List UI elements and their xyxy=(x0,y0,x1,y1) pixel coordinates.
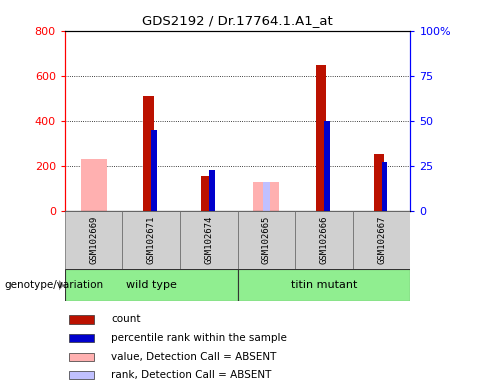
Bar xyxy=(122,211,180,269)
Text: GSM102667: GSM102667 xyxy=(377,216,386,264)
Text: GSM102669: GSM102669 xyxy=(89,216,98,264)
Polygon shape xyxy=(59,280,64,291)
Text: value, Detection Call = ABSENT: value, Detection Call = ABSENT xyxy=(111,352,277,362)
Bar xyxy=(316,65,326,211)
Bar xyxy=(238,211,295,269)
Text: genotype/variation: genotype/variation xyxy=(5,280,104,290)
Bar xyxy=(69,334,95,342)
Bar xyxy=(253,182,279,211)
Bar xyxy=(81,159,107,211)
Bar xyxy=(263,182,270,211)
Bar xyxy=(69,371,95,379)
Bar xyxy=(65,211,122,269)
Bar xyxy=(65,269,238,301)
Text: count: count xyxy=(111,314,141,324)
Title: GDS2192 / Dr.17764.1.A1_at: GDS2192 / Dr.17764.1.A1_at xyxy=(142,14,333,27)
Text: GSM102674: GSM102674 xyxy=(204,216,213,264)
Bar xyxy=(69,353,95,361)
Bar xyxy=(238,269,410,301)
Text: rank, Detection Call = ABSENT: rank, Detection Call = ABSENT xyxy=(111,370,272,380)
Bar xyxy=(295,211,353,269)
Text: wild type: wild type xyxy=(126,280,177,290)
Bar xyxy=(151,130,157,211)
Text: GSM102665: GSM102665 xyxy=(262,216,271,264)
Bar xyxy=(143,96,154,211)
Bar xyxy=(180,211,238,269)
Text: GSM102666: GSM102666 xyxy=(320,216,328,264)
Text: titin mutant: titin mutant xyxy=(291,280,357,290)
Bar xyxy=(201,176,211,211)
Bar xyxy=(209,170,215,211)
Bar xyxy=(353,211,410,269)
Bar xyxy=(382,162,387,211)
Text: GSM102671: GSM102671 xyxy=(147,216,156,264)
Bar xyxy=(324,121,330,211)
Bar xyxy=(69,316,95,323)
Bar xyxy=(373,154,384,211)
Text: percentile rank within the sample: percentile rank within the sample xyxy=(111,333,287,343)
